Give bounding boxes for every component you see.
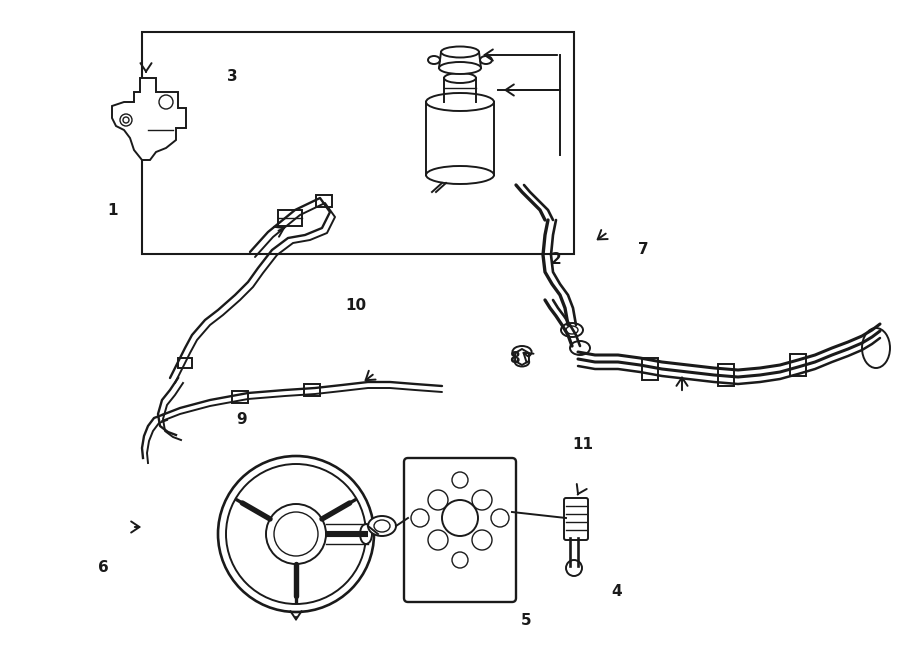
Ellipse shape <box>441 46 479 58</box>
Ellipse shape <box>512 346 532 358</box>
Bar <box>304 384 320 396</box>
Ellipse shape <box>368 516 396 536</box>
Bar <box>278 210 302 226</box>
Circle shape <box>123 117 129 123</box>
Text: 9: 9 <box>236 412 247 427</box>
Circle shape <box>566 560 582 576</box>
Text: 11: 11 <box>572 437 594 451</box>
Ellipse shape <box>444 73 476 83</box>
FancyBboxPatch shape <box>564 498 588 540</box>
Bar <box>178 358 192 368</box>
Polygon shape <box>112 78 186 160</box>
Ellipse shape <box>515 358 529 366</box>
Ellipse shape <box>439 62 481 74</box>
FancyBboxPatch shape <box>404 458 516 602</box>
Bar <box>232 391 248 403</box>
Bar <box>642 358 658 380</box>
Text: 4: 4 <box>611 584 622 599</box>
Polygon shape <box>515 349 529 365</box>
Ellipse shape <box>561 323 583 337</box>
Text: 7: 7 <box>638 243 649 257</box>
Text: 2: 2 <box>551 252 562 266</box>
Text: 8: 8 <box>509 351 520 366</box>
Ellipse shape <box>426 166 494 184</box>
Text: 1: 1 <box>107 203 118 217</box>
Text: 3: 3 <box>227 69 238 83</box>
Circle shape <box>266 504 326 564</box>
Ellipse shape <box>426 93 494 111</box>
Bar <box>142 32 574 254</box>
Ellipse shape <box>480 56 492 64</box>
Ellipse shape <box>570 341 590 355</box>
Bar <box>790 354 806 376</box>
Ellipse shape <box>862 328 890 368</box>
Ellipse shape <box>428 56 440 64</box>
Circle shape <box>159 95 173 109</box>
Circle shape <box>218 456 374 612</box>
Circle shape <box>120 114 132 126</box>
Text: 5: 5 <box>521 613 532 627</box>
Ellipse shape <box>360 524 372 544</box>
Bar <box>718 364 734 386</box>
Text: 10: 10 <box>345 298 366 313</box>
Text: 6: 6 <box>98 560 109 574</box>
Bar <box>316 195 332 207</box>
